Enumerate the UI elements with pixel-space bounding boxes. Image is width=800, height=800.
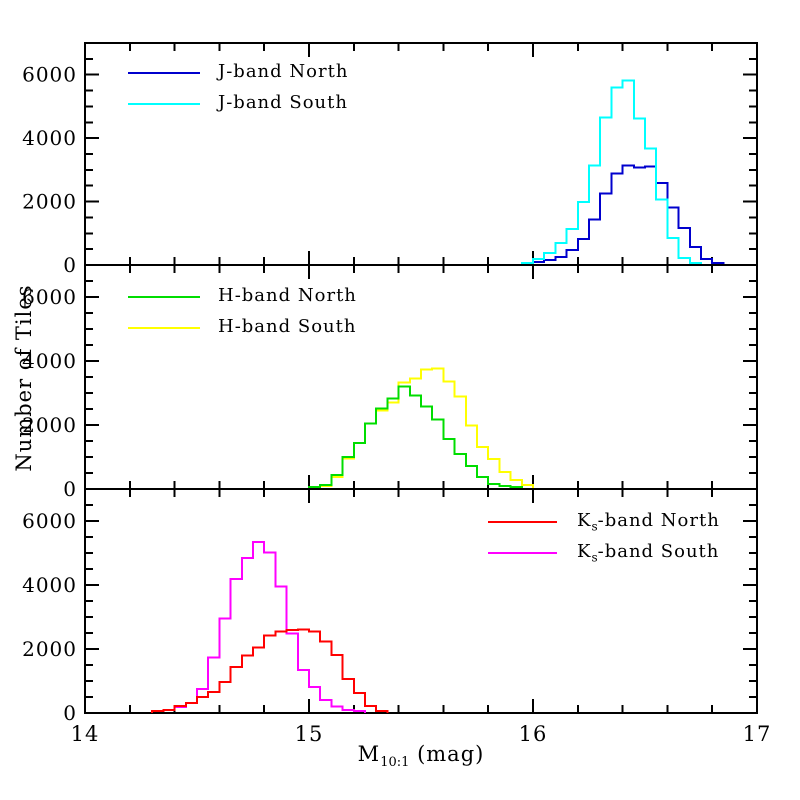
legend-line-h-north: [128, 296, 200, 298]
histogram-series-j-band-south: [520, 79, 702, 265]
legend-line-h-south: [128, 327, 200, 329]
x-axis-title-subscript: 10:1: [380, 755, 410, 771]
legend-label-text: K: [577, 510, 592, 532]
legend-line-j-south: [128, 103, 200, 105]
legend-label-j-south: J-band South: [218, 92, 348, 116]
x-tick-label: 17: [743, 722, 772, 746]
y-tick-label: 2000: [22, 190, 77, 214]
x-tick-label: 15: [295, 722, 324, 746]
histogram-series-ks-band-north: [151, 628, 389, 713]
histogram-series-h-band-north: [308, 385, 523, 489]
legend-label-text: J: [218, 92, 227, 114]
y-tick-label: 0: [63, 701, 77, 725]
legend-line-ks-south: [488, 552, 557, 554]
legend-label-text: H: [218, 316, 235, 338]
x-tick-label: 16: [519, 722, 548, 746]
y-tick-label: 0: [63, 477, 77, 501]
legend-label-text: -band North: [234, 285, 357, 307]
x-axis-title-units: (mag): [409, 741, 485, 766]
y-tick-label: 4000: [22, 126, 77, 150]
y-tick-label: 0: [63, 253, 77, 277]
legend-label-j-north: J-band North: [218, 61, 348, 85]
x-axis-title-main: M: [357, 741, 381, 766]
legend-label-text: K: [577, 541, 592, 563]
legend-label-text: H: [218, 285, 235, 307]
y-axis-title: Number of Tiles: [12, 284, 36, 472]
y-tick-label: 2000: [22, 413, 77, 437]
legend-label-sub: s: [591, 550, 598, 565]
legend-label-text: -band North: [597, 510, 720, 532]
legend-label-h-north: H-band North: [218, 285, 357, 309]
y-tick-label: 6000: [22, 509, 77, 533]
y-tick-label: 2000: [22, 637, 77, 661]
y-tick-label: 6000: [22, 285, 77, 309]
legend-label-sub: s: [591, 519, 598, 534]
y-tick-label: 4000: [22, 349, 77, 373]
x-axis-title: M10:1 (mag): [358, 742, 485, 770]
histogram-series-ks-band-south: [151, 541, 366, 713]
histogram-series-j-band-north: [520, 164, 725, 265]
legend-label-text: -band North: [226, 61, 349, 83]
legend-label-text: J: [218, 61, 227, 83]
legend-label-text: -band South: [234, 316, 357, 338]
legend-label-ks-north: Ks-band North: [577, 510, 720, 534]
x-tick-label: 14: [71, 722, 100, 746]
legend-line-ks-north: [488, 521, 557, 523]
y-tick-label: 4000: [22, 573, 77, 597]
legend-label-ks-south: Ks-band South: [577, 541, 719, 565]
legend-label-text: -band South: [226, 92, 348, 114]
y-tick-label: 6000: [22, 63, 77, 87]
legend-label-text: -band South: [597, 541, 720, 563]
legend-line-j-north: [128, 72, 200, 74]
legend-label-h-south: H-band South: [218, 316, 356, 340]
